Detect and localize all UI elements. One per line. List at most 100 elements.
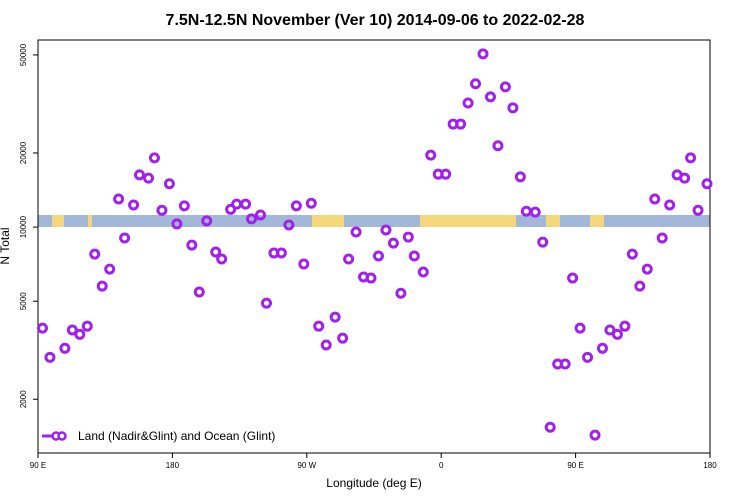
point (567, 272, 579, 284)
point (387, 237, 399, 249)
point (178, 200, 190, 212)
x-axis-label: Longitude (deg E) (326, 476, 421, 490)
x-tick-label: 90 W (297, 461, 316, 470)
point (484, 91, 496, 103)
point (246, 213, 258, 225)
y-tick-label: 5000 (19, 292, 28, 310)
point (440, 168, 452, 180)
point (240, 198, 252, 210)
x-tick-label: 90 E (30, 461, 46, 470)
point (44, 351, 56, 363)
point (201, 215, 213, 227)
point (59, 342, 71, 354)
point (520, 205, 532, 217)
y-tick-label: 20000 (19, 141, 28, 164)
point (350, 226, 362, 238)
point (74, 328, 86, 340)
point (216, 253, 228, 265)
y-tick-label: 2000 (19, 390, 28, 408)
point (283, 219, 295, 231)
point (113, 193, 125, 205)
point (96, 280, 108, 292)
point (507, 102, 519, 114)
point (305, 197, 317, 209)
point (537, 236, 549, 248)
point (193, 286, 205, 298)
point (36, 322, 48, 334)
point (329, 311, 341, 323)
point (692, 204, 704, 216)
legend-label: Land (Nadir&Glint) and Ocean (Glint) (78, 429, 275, 443)
land-patch (88, 215, 92, 227)
point (337, 332, 349, 344)
point (372, 250, 384, 262)
point (685, 152, 697, 164)
point (634, 280, 646, 292)
point (395, 287, 407, 299)
point (626, 248, 638, 260)
point (649, 193, 661, 205)
point (462, 97, 474, 109)
point (492, 140, 504, 152)
x-tick-label: 180 (166, 461, 180, 470)
point (343, 253, 355, 265)
chart-title: 7.5N-12.5N November (Ver 10) 2014-09-06 … (166, 12, 585, 29)
point (559, 358, 571, 370)
point (128, 199, 140, 211)
point (604, 324, 616, 336)
point (514, 171, 526, 183)
land-patch (546, 215, 560, 227)
point (619, 320, 631, 332)
land-patch (420, 215, 516, 227)
point (664, 199, 676, 211)
point (574, 322, 586, 334)
legend: Land (Nadir&Glint) and Ocean (Glint) (42, 429, 275, 443)
point (320, 339, 332, 351)
point (134, 169, 146, 181)
point (701, 178, 713, 190)
point (611, 328, 623, 340)
x-tick-label: 90 E (567, 461, 583, 470)
point (225, 203, 237, 215)
point (156, 204, 168, 216)
point (163, 178, 175, 190)
point (186, 239, 198, 251)
point (499, 81, 511, 93)
point (596, 342, 608, 354)
land-patch (312, 215, 344, 227)
point (477, 48, 489, 60)
point (104, 263, 116, 275)
land-patch (590, 215, 604, 227)
point (402, 231, 414, 243)
x-tick-label: 0 (439, 461, 444, 470)
land-patch (52, 215, 64, 227)
legend-marker (57, 431, 67, 441)
plot-frame (37, 39, 711, 454)
point (275, 247, 287, 259)
point (589, 429, 601, 441)
point (255, 209, 267, 221)
point (455, 118, 467, 130)
point (260, 297, 272, 309)
y-tick-label: 50000 (19, 43, 28, 66)
point (171, 218, 183, 230)
ocean-band (38, 215, 710, 227)
point (290, 200, 302, 212)
point (582, 351, 594, 363)
y-tick-label: 10000 (19, 215, 28, 238)
point (313, 320, 325, 332)
point (365, 272, 377, 284)
point (641, 263, 653, 275)
point (408, 250, 420, 262)
point (425, 149, 437, 161)
point (148, 152, 160, 164)
point (417, 266, 429, 278)
point (529, 206, 541, 218)
point (679, 172, 691, 184)
point (119, 232, 131, 244)
point (210, 246, 222, 258)
map-strip (38, 215, 710, 227)
point (89, 248, 101, 260)
point (231, 198, 243, 210)
y-axis-label: N Total (0, 227, 12, 264)
